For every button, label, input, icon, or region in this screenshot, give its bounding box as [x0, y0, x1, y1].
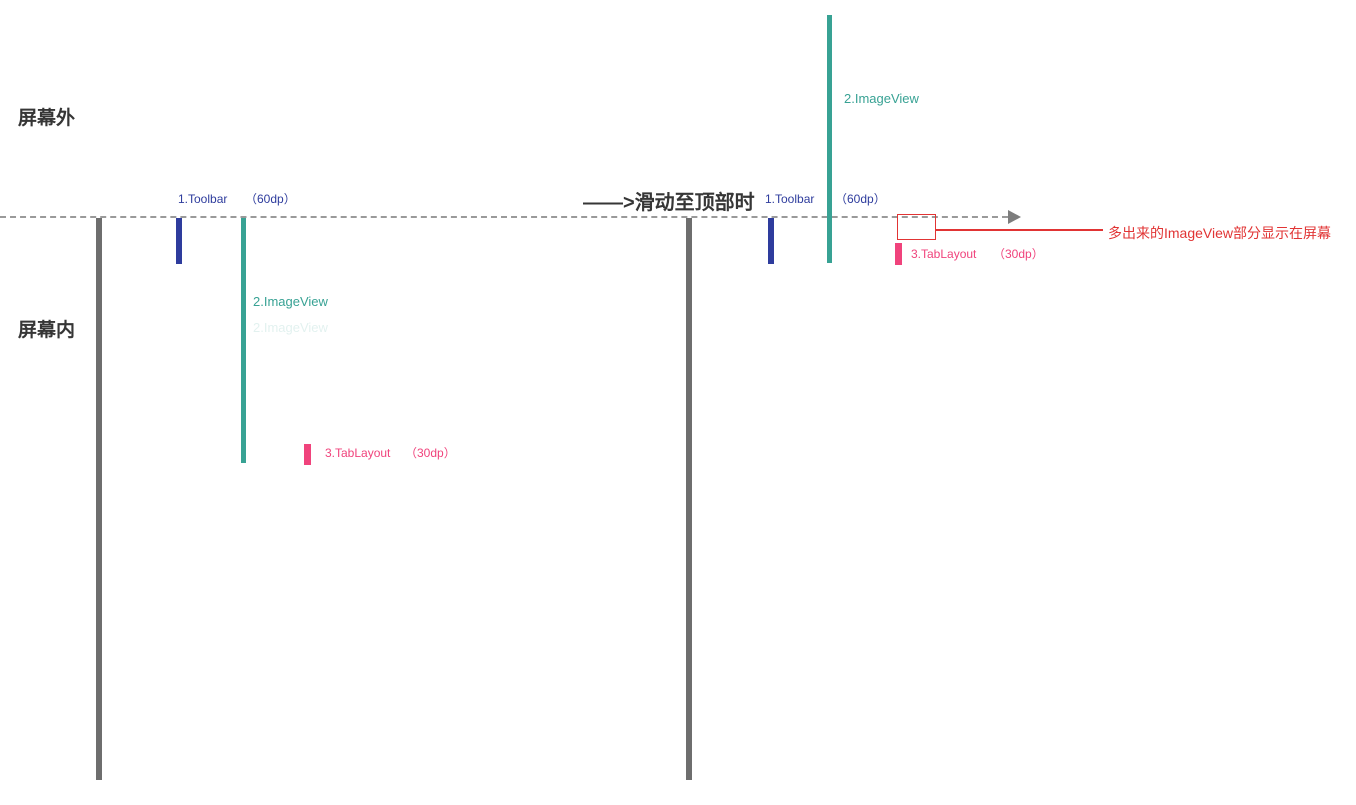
before-tablayout-label: 3.TabLayout	[325, 446, 391, 460]
before-imageview-bar	[241, 218, 246, 463]
after-imageview-label: 2.ImageView	[844, 91, 919, 106]
screen-edge-line-right	[686, 218, 692, 780]
after-tablayout-label: 3.TabLayout	[911, 247, 977, 261]
annotation-highlight-rect	[897, 214, 936, 240]
before-imageview-ghost-label: 2.ImageView	[253, 320, 328, 335]
screen-edge-line-left	[96, 218, 102, 780]
before-toolbar-bar	[176, 218, 182, 264]
before-imageview-label: 2.ImageView	[253, 294, 328, 309]
after-toolbar-bar	[768, 218, 774, 264]
after-toolbar-size-label: （60dp）	[835, 192, 886, 206]
after-tablayout-bar	[895, 243, 902, 265]
transition-caption: ——>滑动至顶部时	[583, 192, 755, 214]
before-toolbar-label: 1.Toolbar	[178, 192, 228, 206]
offscreen-region-label: 屏幕外	[18, 108, 76, 129]
screen-boundary-dashed-line	[0, 216, 1008, 218]
before-toolbar-size-label: （60dp）	[245, 192, 296, 206]
before-tablayout-bar	[304, 444, 311, 465]
after-toolbar-label: 1.Toolbar	[765, 192, 815, 206]
onscreen-region-label: 屏幕内	[18, 320, 76, 341]
after-tablayout-size-label: （30dp）	[993, 247, 1044, 261]
annotation-text: 多出来的ImageView部分显示在屏幕	[1108, 225, 1332, 241]
arrow-right-icon	[1008, 210, 1021, 224]
before-tablayout-size-label: （30dp）	[405, 446, 456, 460]
after-imageview-bar	[827, 15, 832, 263]
annotation-callout-line	[936, 229, 1103, 231]
